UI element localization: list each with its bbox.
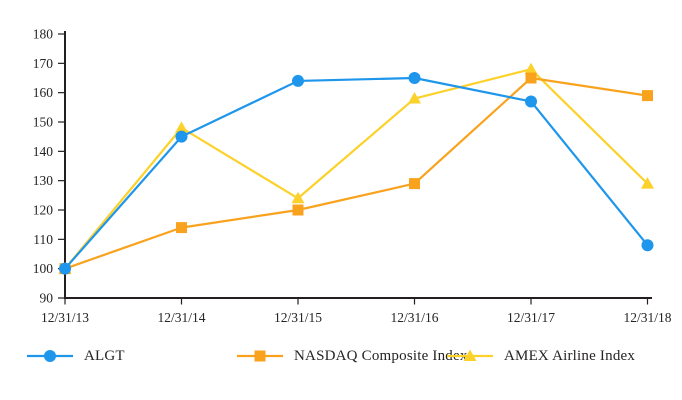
circle-marker-0-4 <box>525 95 537 108</box>
line-chart-plot-area: 90 100 110 120 130 140 150 160 170 180 12/31/13 12/… <box>33 27 672 326</box>
circle-marker-legend <box>44 350 56 362</box>
y-tick-label: 140 <box>33 144 54 159</box>
y-tick-label: 170 <box>33 56 54 71</box>
legend-item-amex: AMEX Airline Index <box>447 342 635 370</box>
series-line-0 <box>64 76 649 270</box>
circle-marker-0-0 <box>59 262 71 275</box>
legend-label-algt: ALGT <box>84 347 125 364</box>
circle-marker-0-1 <box>175 130 188 143</box>
series-algt <box>59 72 654 275</box>
y-tick-label: 90 <box>40 291 54 306</box>
x-tick-label: 12/31/13 <box>41 310 89 325</box>
chart-legend: ALGT NASDAQ Composite Index AMEX Airline… <box>0 342 682 372</box>
x-tick-label: 12/31/17 <box>507 310 555 325</box>
algt-circle-marker-icon <box>27 350 73 362</box>
triangle-marker-2-1 <box>175 121 188 133</box>
y-tick-label: 180 <box>33 27 54 42</box>
nasdaq-square-marker-icon <box>237 350 283 362</box>
legend-label-nasdaq: NASDAQ Composite Index <box>294 347 468 364</box>
series-line-1 <box>64 76 648 270</box>
circle-marker-0-3 <box>408 72 421 84</box>
triangle-marker-2-4 <box>524 62 538 75</box>
triangle-marker-2-3 <box>408 92 421 104</box>
x-tick-label: 12/31/14 <box>157 310 205 325</box>
circle-marker-0-5 <box>641 239 654 252</box>
square-marker-1-4 <box>525 72 537 84</box>
x-tick-label: 12/31/18 <box>623 310 671 325</box>
circle-marker-0-2 <box>292 74 304 87</box>
amex-triangle-marker-icon <box>447 349 493 361</box>
triangle-marker-legend <box>463 349 477 361</box>
square-marker-legend <box>254 350 266 362</box>
y-tick-label: 150 <box>33 115 54 130</box>
square-marker-1-2 <box>292 204 304 216</box>
square-marker-1-5 <box>642 90 653 102</box>
y-tick-label: 160 <box>33 85 54 100</box>
legend-item-nasdaq: NASDAQ Composite Index <box>237 342 468 370</box>
series-line-2 <box>64 68 649 270</box>
series-amex-airline-index <box>58 62 654 274</box>
y-tick-label: 120 <box>33 203 54 218</box>
x-tick-label: 12/31/16 <box>390 310 438 325</box>
x-tick-label: 12/31/15 <box>274 310 322 325</box>
legend-label-amex: AMEX Airline Index <box>504 347 636 364</box>
triangle-marker-2-5 <box>641 177 654 189</box>
y-tick-label: 130 <box>33 173 54 188</box>
square-marker-1-1 <box>176 222 187 234</box>
legend-item-algt: ALGT <box>27 342 125 370</box>
y-tick-label: 100 <box>33 261 54 276</box>
y-tick-label: 110 <box>33 232 53 247</box>
square-marker-1-3 <box>409 178 420 190</box>
triangle-marker-2-2 <box>291 191 305 204</box>
